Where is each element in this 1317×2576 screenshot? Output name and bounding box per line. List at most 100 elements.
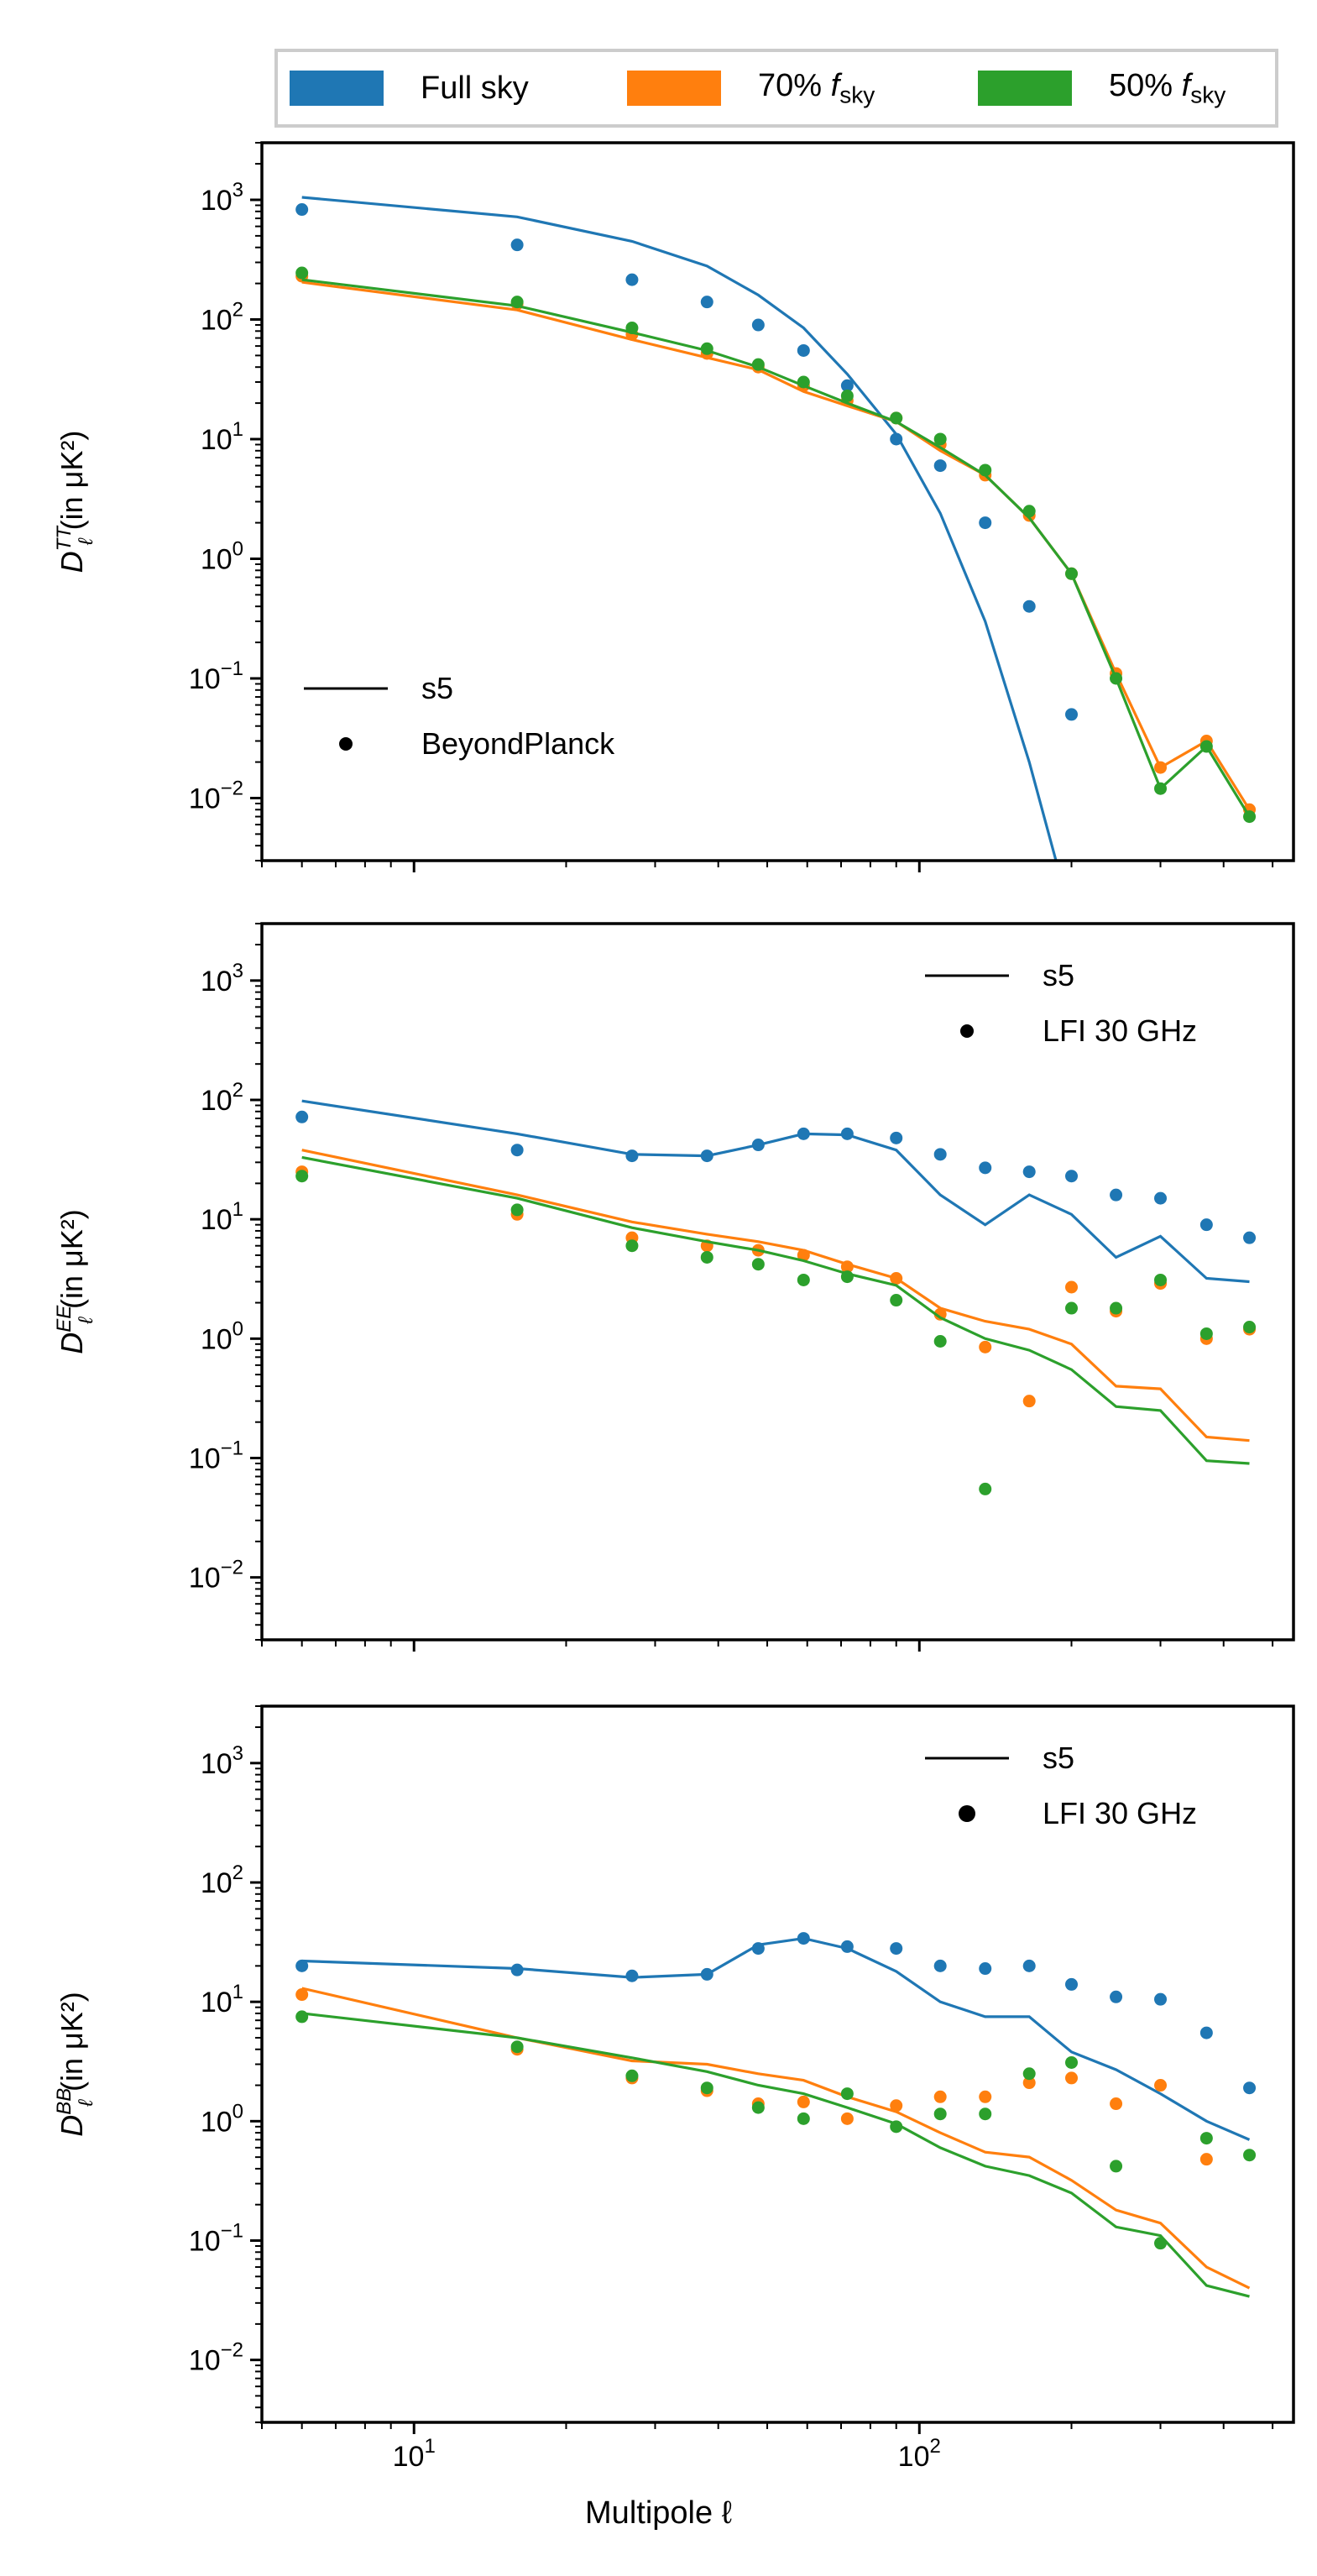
data-point-full-sky bbox=[1110, 1188, 1123, 1202]
data-point-50-fsky bbox=[1199, 740, 1213, 753]
legend-item-50-fsky: 50% fsky bbox=[978, 67, 1226, 109]
y-tick-label: 102 bbox=[201, 1079, 243, 1117]
data-point-50-fsky bbox=[700, 342, 713, 355]
legend-line-label: s5 bbox=[1043, 958, 1074, 992]
data-point-50-fsky bbox=[933, 1334, 947, 1348]
y-tick-label: 100 bbox=[201, 1317, 243, 1355]
data-point-50-fsky bbox=[840, 389, 854, 402]
data-point-70-fsky bbox=[1199, 2153, 1213, 2166]
data-point-full-sky bbox=[295, 203, 309, 217]
data-point-full-sky bbox=[1154, 1992, 1168, 2006]
fsky-symbol: f bbox=[830, 67, 840, 103]
data-point-50-fsky bbox=[751, 1258, 765, 1271]
data-point-full-sky bbox=[840, 1127, 854, 1140]
data-point-full-sky bbox=[840, 1940, 854, 1953]
data-point-50-fsky bbox=[751, 2101, 765, 2114]
series-line-70-fsky bbox=[301, 280, 1251, 811]
legend-dot-label: BeyondPlanck bbox=[421, 726, 615, 761]
data-point-full-sky bbox=[1065, 1170, 1079, 1183]
data-point-full-sky bbox=[510, 238, 524, 252]
data-point-70-fsky bbox=[1154, 761, 1168, 774]
data-point-full-sky bbox=[625, 1149, 639, 1163]
data-point-50-fsky bbox=[1199, 2132, 1213, 2145]
data-point-50-fsky bbox=[510, 2040, 524, 2054]
data-point-full-sky bbox=[933, 1148, 947, 1161]
data-point-full-sky bbox=[797, 1932, 810, 1945]
data-point-full-sky bbox=[1110, 1990, 1123, 2003]
axes-frame bbox=[260, 1704, 1295, 2424]
data-point-full-sky bbox=[751, 318, 765, 332]
data-point-50-fsky bbox=[933, 432, 947, 446]
legend-line-label: s5 bbox=[1043, 1741, 1074, 1775]
y-tick-label: 103 bbox=[201, 1742, 243, 1780]
data-point-50-fsky bbox=[1022, 2067, 1036, 2081]
data-point-70-fsky bbox=[890, 2099, 903, 2113]
data-point-full-sky bbox=[295, 1110, 309, 1123]
fsky-sub: sky bbox=[1190, 81, 1226, 108]
data-point-70-fsky bbox=[1154, 2079, 1168, 2092]
legend-dot-swatch bbox=[959, 1805, 975, 1822]
data-point-full-sky bbox=[1154, 1191, 1168, 1205]
data-point-full-sky bbox=[295, 1959, 309, 1972]
legend-dot-swatch bbox=[960, 1024, 974, 1038]
data-point-50-fsky bbox=[625, 2069, 639, 2082]
legend-item-70-fsky: 70% fsky bbox=[627, 67, 875, 109]
data-point-full-sky bbox=[751, 1942, 765, 1956]
y-tick-label: 10−2 bbox=[189, 2339, 243, 2377]
series-line-70-fsky bbox=[301, 1149, 1250, 1442]
data-point-50-fsky bbox=[797, 2112, 810, 2125]
legend-line-label: s5 bbox=[421, 671, 453, 705]
data-point-50-fsky bbox=[1154, 1273, 1168, 1286]
data-point-50-fsky bbox=[1154, 782, 1168, 795]
data-point-full-sky bbox=[890, 1131, 903, 1144]
y-tick-label: 102 bbox=[201, 1861, 243, 1899]
data-point-50-fsky bbox=[979, 463, 992, 477]
data-point-50-fsky bbox=[295, 1170, 309, 1183]
panel-bb: 10−2 10−1 100 101 102 103 101 102 DBBℓ (in μK²) s… bbox=[53, 1704, 1295, 2473]
y-tick-label: 100 bbox=[201, 537, 243, 575]
y-tick-label: 10−2 bbox=[189, 1557, 243, 1594]
y-tick-label: 10−1 bbox=[189, 657, 243, 695]
data-point-70-fsky bbox=[1022, 2076, 1036, 2090]
data-point-50-fsky bbox=[510, 296, 524, 309]
y-tick-label: 101 bbox=[201, 418, 243, 456]
data-point-full-sky bbox=[700, 296, 713, 309]
data-point-full-sky bbox=[510, 1963, 524, 1977]
data-point-70-fsky bbox=[295, 1988, 309, 2002]
data-point-full-sky bbox=[751, 1139, 765, 1152]
data-point-50-fsky bbox=[979, 2107, 992, 2121]
data-point-full-sky bbox=[1022, 599, 1036, 613]
x-axis-label: Multipole ℓ bbox=[585, 2495, 732, 2531]
panel-ee: 10−2 10−1 100 101 102 103 DEEℓ (in μK²) s5 LFI 3… bbox=[53, 922, 1295, 1652]
data-point-50-fsky bbox=[700, 2081, 713, 2095]
y-tick-label: 101 bbox=[201, 1981, 243, 2018]
axes-frame bbox=[260, 922, 1295, 1641]
fsky-sub: sky bbox=[839, 81, 875, 108]
data-point-50-fsky bbox=[751, 358, 765, 371]
legend-dot-swatch bbox=[339, 737, 353, 751]
data-point-50-fsky bbox=[1243, 810, 1257, 824]
data-point-full-sky bbox=[1022, 1959, 1036, 1972]
data-point-50-fsky bbox=[933, 2107, 947, 2121]
legend-dot-label: LFI 30 GHz bbox=[1043, 1013, 1197, 1048]
data-point-50-fsky bbox=[797, 1273, 810, 1286]
data-point-full-sky bbox=[979, 516, 992, 530]
data-point-full-sky bbox=[840, 379, 854, 392]
data-point-70-fsky bbox=[840, 2112, 854, 2125]
data-point-full-sky bbox=[933, 459, 947, 473]
x-tick-label: 102 bbox=[898, 2435, 941, 2473]
data-point-50-fsky bbox=[979, 1482, 992, 1495]
data-point-full-sky bbox=[1199, 2026, 1213, 2039]
data-point-50-fsky bbox=[1110, 672, 1123, 685]
y-axis-label: DBBℓ (in μK²) bbox=[53, 1992, 97, 2137]
legend-label-50: 50% bbox=[1109, 67, 1173, 103]
y-axis-label: DEEℓ (in μK²) bbox=[53, 1209, 97, 1354]
series-line-50-fsky bbox=[301, 1155, 1250, 1465]
legend-item-full-sky: Full sky bbox=[290, 67, 529, 109]
data-point-50-fsky bbox=[890, 411, 903, 425]
data-point-50-fsky bbox=[1243, 2149, 1257, 2162]
x-tick-label: 101 bbox=[393, 2435, 436, 2473]
data-point-full-sky bbox=[1065, 708, 1079, 721]
y-tick-label: 103 bbox=[201, 960, 243, 997]
